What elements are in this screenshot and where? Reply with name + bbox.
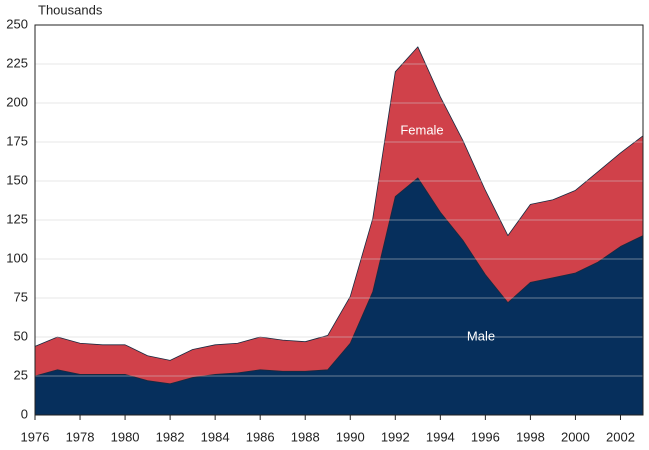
x-tick-label: 1990 — [336, 429, 365, 444]
area-label: Male — [467, 328, 495, 343]
x-tick-label: 1978 — [66, 429, 95, 444]
x-tick-label: 1988 — [291, 429, 320, 444]
y-tick-label: 250 — [6, 16, 28, 31]
y-tick-label: 75 — [14, 289, 28, 304]
y-tick-label: 25 — [14, 367, 28, 382]
x-tick-label: 2000 — [561, 429, 590, 444]
y-tick-label: 125 — [6, 211, 28, 226]
x-tick-label: 1986 — [246, 429, 275, 444]
x-tick-label: 1992 — [381, 429, 410, 444]
y-tick-label: 150 — [6, 172, 28, 187]
x-tick-label: 1984 — [201, 429, 230, 444]
y-tick-label: 100 — [6, 250, 28, 265]
y-tick-label: 225 — [6, 55, 28, 70]
x-tick-label: 1996 — [471, 429, 500, 444]
x-tick-label: 2002 — [606, 429, 635, 444]
y-tick-label: 175 — [6, 133, 28, 148]
y-tick-label: 0 — [21, 406, 28, 421]
area-label: Female — [400, 122, 443, 137]
x-tick-label: 1994 — [426, 429, 455, 444]
y-tick-label: 50 — [14, 328, 28, 343]
plot-frame — [34, 24, 644, 416]
x-tick-label: 1998 — [516, 429, 545, 444]
y-axis-label: Thousands — [38, 2, 103, 17]
x-tick-label: 1976 — [21, 429, 50, 444]
x-tick-label: 1980 — [111, 429, 140, 444]
y-tick-label: 200 — [6, 94, 28, 109]
x-tick-label: 1982 — [156, 429, 185, 444]
